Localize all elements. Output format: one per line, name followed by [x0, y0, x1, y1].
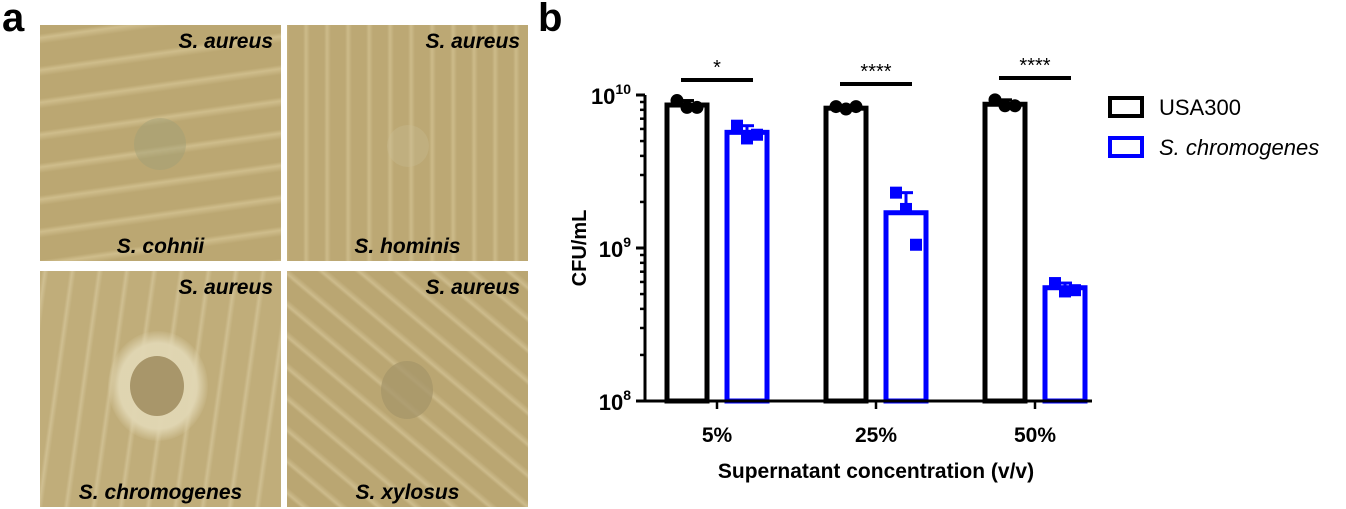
plate-bottom-label: S. cohnii — [116, 235, 205, 258]
agar-streaks — [287, 25, 528, 261]
significance-markers: * **** **** — [681, 55, 1071, 86]
plate-top-label: S. aureus — [178, 276, 273, 299]
data-point — [751, 128, 763, 141]
agar-streaks — [40, 25, 281, 261]
inhibition-zone — [130, 356, 184, 416]
data-point — [1008, 99, 1022, 113]
bar-usa300 — [664, 102, 710, 404]
bars — [664, 93, 1088, 404]
data-point — [670, 94, 684, 108]
plate-top-label: S. aureus — [425, 276, 520, 299]
data-point — [741, 132, 753, 145]
plate-top-label: S. aureus — [425, 30, 520, 53]
plate-s-cohnii: S. aureus S. cohnii — [40, 25, 281, 261]
legend-swatch — [1108, 136, 1144, 158]
bar-usa300 — [823, 105, 869, 404]
x-tick-label: 5% — [702, 424, 733, 447]
plate-s-xylosus: S. aureus S. xylosus — [287, 271, 528, 507]
data-point — [1059, 285, 1071, 298]
data-point — [1049, 277, 1061, 290]
data-point — [998, 99, 1012, 113]
legend-label: S. chromogenes — [1159, 135, 1319, 160]
legend: USA300 S. chromogenes — [1108, 95, 1319, 160]
plate-top-label: S. aureus — [178, 30, 273, 53]
legend-label: USA300 — [1159, 95, 1241, 120]
data-point — [680, 100, 694, 114]
x-axis: 5% 25% 50% — [643, 399, 1092, 447]
significance-stars: * — [713, 57, 721, 79]
inhibition-zone — [381, 361, 433, 419]
panel-b-label: b — [538, 0, 563, 40]
x-tick-label: 50% — [1014, 424, 1056, 447]
y-tick-label: 108 — [599, 387, 631, 415]
bar-s-chromogenes — [1042, 285, 1088, 404]
inhibition-zone — [134, 118, 186, 170]
panel-a-label: a — [2, 0, 25, 40]
significance-stars: **** — [1019, 55, 1050, 77]
x-tick-label: 25% — [855, 424, 897, 447]
plate-bottom-label: S. hominis — [354, 235, 461, 258]
data-point — [690, 100, 704, 114]
bar-s-chromogenes — [724, 129, 770, 404]
data-point — [829, 100, 843, 114]
bar-usa300 — [982, 101, 1028, 404]
significance-stars: **** — [860, 61, 891, 83]
data-point — [849, 100, 863, 114]
y-tick-label: 1010 — [591, 81, 631, 109]
data-point — [731, 119, 743, 132]
y-tick-label: 109 — [599, 234, 631, 262]
data-point — [890, 186, 902, 199]
plate-bottom-label: S. chromogenes — [78, 481, 243, 504]
legend-swatch — [1108, 96, 1144, 118]
x-axis-label: Supernatant concentration (v/v) — [718, 460, 1034, 483]
plate-bottom-label: S. xylosus — [355, 481, 460, 504]
y-axis-label: CFU/mL — [569, 210, 591, 287]
data-point — [1069, 284, 1081, 297]
inhibition-zone — [387, 125, 429, 167]
data-point — [839, 102, 853, 116]
plate-s-hominis: S. aureus S. hominis — [287, 25, 528, 261]
data-point — [988, 93, 1002, 107]
y-axis: 1010 109 108 — [591, 81, 647, 415]
data-point — [900, 202, 912, 215]
plate-s-chromogenes: S. aureus S. chromogenes — [40, 271, 281, 507]
data-point — [910, 238, 922, 251]
